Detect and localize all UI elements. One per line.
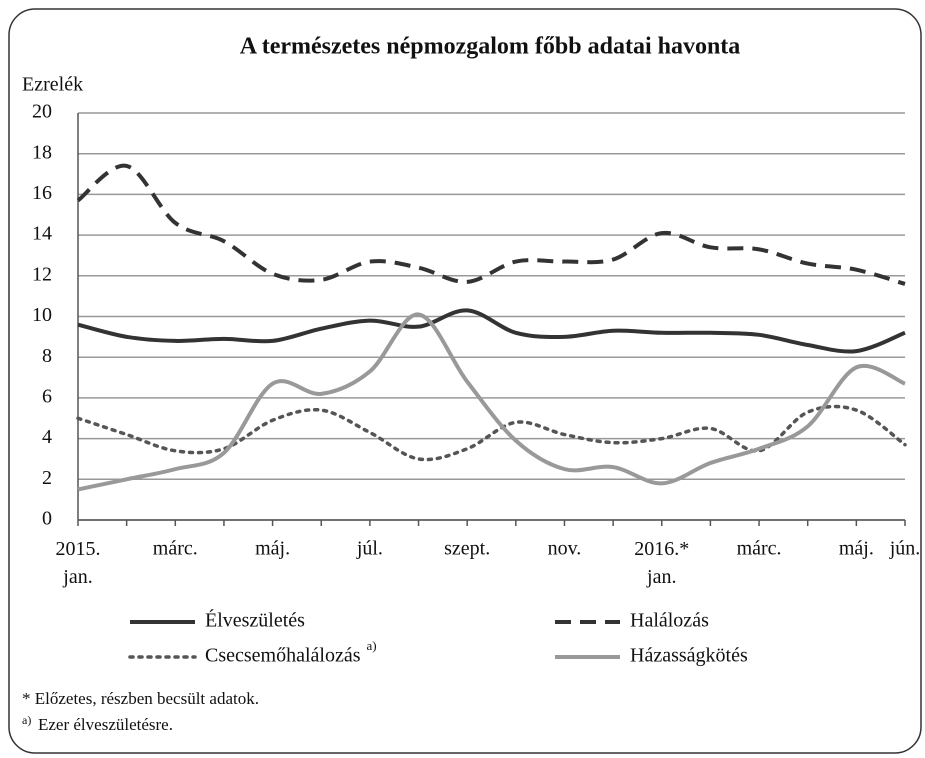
legend-label: Élveszületés xyxy=(205,609,305,632)
x-tick-label: máj. xyxy=(255,538,290,560)
footnote: Ezer élveszületésre. xyxy=(38,715,173,734)
y-tick-label: 8 xyxy=(42,345,52,367)
y-axis-label: Ezrelék xyxy=(22,74,83,96)
y-tick-label: 20 xyxy=(32,101,52,123)
legend-note-marker: a) xyxy=(367,638,377,653)
x-tick-label: 2015. jan. xyxy=(56,538,101,588)
footnote: * Előzetes, részben becsült adatok. xyxy=(22,689,259,708)
frame xyxy=(8,8,922,754)
x-tick-label: szept. xyxy=(444,538,490,560)
line-series xyxy=(77,312,906,492)
chart-title: A természetes népmozgalom főbb adatai ha… xyxy=(240,34,741,60)
legend-label: Házasságkötés xyxy=(630,645,748,667)
line-series xyxy=(76,163,906,286)
line-series xyxy=(77,308,906,354)
y-tick-label: 10 xyxy=(32,304,52,326)
y-tick-label: 12 xyxy=(32,263,52,285)
x-tick-label: nov. xyxy=(548,538,582,560)
y-tick-label: 4 xyxy=(42,426,52,448)
y-tick-label: 6 xyxy=(42,385,52,407)
legend-label: Halálozás xyxy=(630,610,709,632)
x-tick-label: márc. xyxy=(153,538,198,560)
x-tick-label: jún. xyxy=(889,538,921,560)
footnote-marker: a) xyxy=(22,713,31,727)
x-tick-label: márc. xyxy=(737,538,782,560)
legend-label: Csecsemőhalálozás xyxy=(205,645,361,667)
y-tick-label: 16 xyxy=(32,182,52,204)
y-tick-label: 0 xyxy=(42,508,52,530)
x-tick-label: máj. xyxy=(839,538,874,560)
x-tick-label: 2016.* jan. xyxy=(634,538,689,588)
y-tick-label: 2 xyxy=(42,467,52,489)
y-tick-label: 18 xyxy=(32,141,52,163)
y-tick-label: 14 xyxy=(32,223,52,245)
x-tick-label: júl. xyxy=(356,538,383,560)
